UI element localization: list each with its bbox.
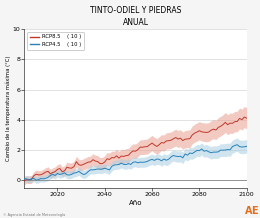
Legend: RCP8.5    ( 10 ), RCP4.5    ( 10 ): RCP8.5 ( 10 ), RCP4.5 ( 10 ) [27, 32, 84, 50]
Text: © Agencia Estatal de Meteorología: © Agencia Estatal de Meteorología [3, 213, 65, 217]
Text: A: A [245, 206, 252, 216]
X-axis label: Año: Año [129, 200, 142, 206]
Text: E: E [251, 206, 257, 216]
Title: TINTO-ODIEL Y PIEDRAS
ANUAL: TINTO-ODIEL Y PIEDRAS ANUAL [90, 5, 181, 27]
Y-axis label: Cambio de la temperatura máxima (°C): Cambio de la temperatura máxima (°C) [5, 56, 11, 161]
